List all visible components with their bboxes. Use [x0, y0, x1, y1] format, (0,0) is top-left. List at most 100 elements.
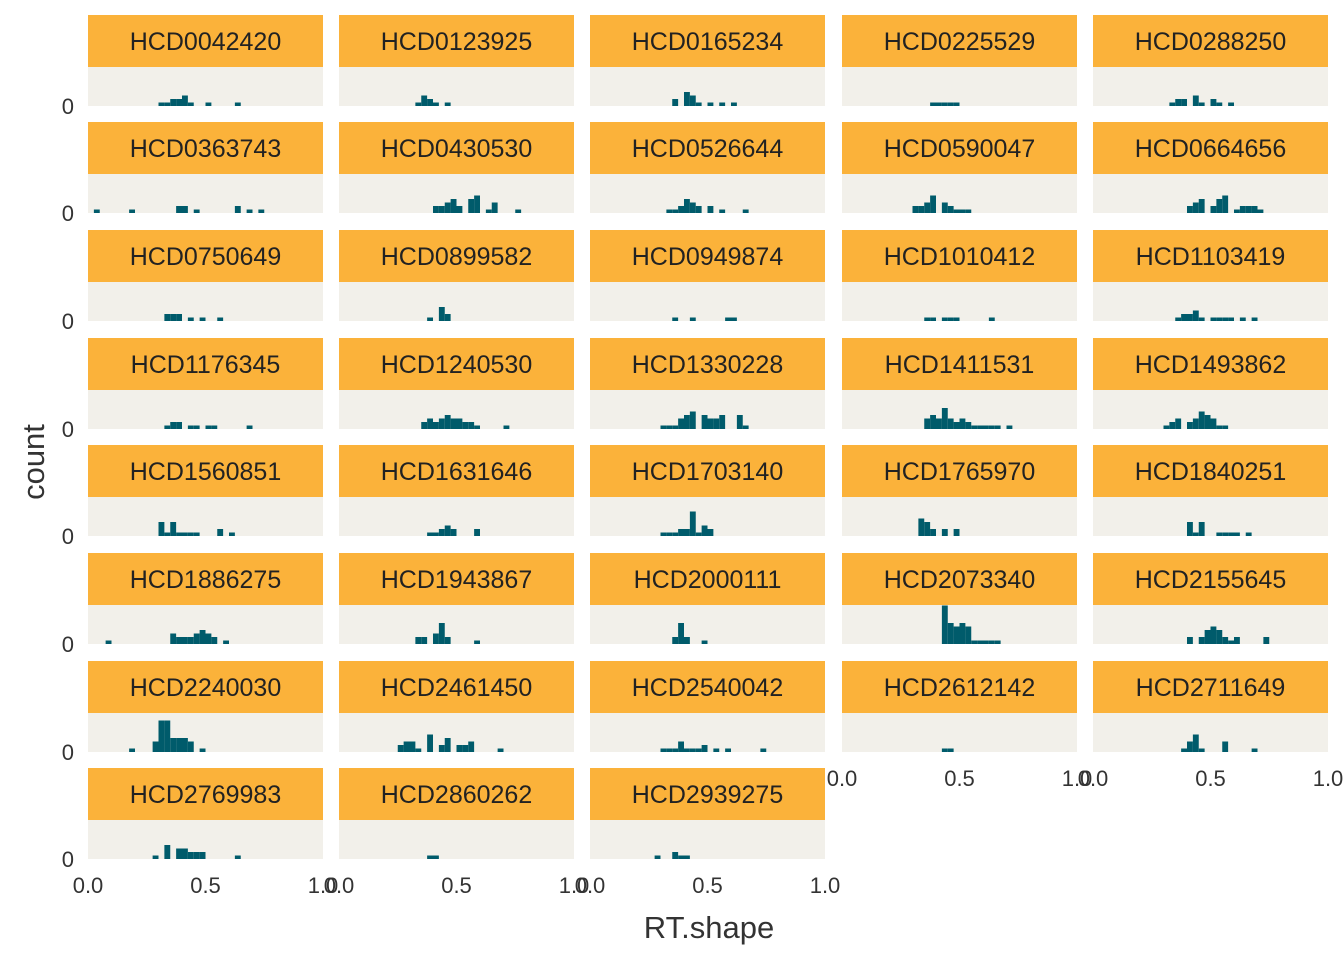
histogram-bar — [953, 626, 960, 644]
facet-panel: HCD1240530 — [339, 338, 574, 429]
histogram-bar — [1163, 425, 1170, 429]
facet-strip — [339, 15, 574, 67]
histogram-bar — [1181, 748, 1187, 752]
histogram-bar — [444, 202, 451, 213]
facet-strip — [842, 445, 1077, 497]
histogram-bar — [1198, 102, 1205, 106]
histogram-bar — [182, 848, 188, 859]
histogram-bar — [234, 102, 241, 106]
histogram-bar — [959, 418, 966, 429]
facet-label: HCD1560851 — [130, 458, 282, 486]
histogram-bar — [444, 415, 451, 429]
histogram-bar — [672, 748, 679, 752]
histogram-bar — [1006, 425, 1013, 429]
histogram-bar — [438, 206, 445, 213]
facet-panel: HCD0430530 — [339, 122, 574, 213]
histogram-bar — [187, 852, 194, 859]
histogram-bar — [234, 206, 241, 213]
histogram-bar — [672, 425, 679, 429]
histogram-bar — [152, 741, 159, 752]
histogram-bar — [1216, 425, 1223, 429]
facet-label: HCD2240030 — [130, 674, 282, 702]
facet-label: HCD1765970 — [884, 458, 1036, 486]
histogram-bar — [433, 855, 439, 859]
histogram-bar — [182, 637, 188, 644]
facet-label: HCD2000111 — [634, 566, 782, 594]
histogram-bar — [170, 314, 177, 321]
histogram-bar — [187, 317, 194, 321]
facet-panel: HCD0899582 — [339, 230, 574, 321]
facet-strip — [339, 768, 574, 820]
histogram-bar — [994, 640, 1001, 644]
histogram-bar — [1192, 202, 1199, 213]
facet-panel: HCD2540042 — [590, 661, 825, 752]
plot-area — [842, 174, 1077, 213]
histogram-bar — [689, 95, 696, 106]
histogram-bar — [742, 209, 749, 213]
facet-label: HCD1411531 — [885, 351, 1035, 379]
facet-panel: HCD1411531 — [842, 338, 1077, 429]
histogram-bar — [736, 415, 743, 429]
histogram-bar — [760, 748, 767, 752]
facet-panel: HCD2769983 00.0 0.5 1.0 — [62, 768, 338, 898]
histogram-bar — [666, 209, 673, 213]
histogram-bar — [427, 532, 433, 536]
histogram-bar — [684, 199, 690, 213]
facet-panel: HCD1103419 — [1093, 230, 1328, 321]
histogram-bar — [217, 317, 224, 321]
histogram-bar — [1192, 418, 1199, 429]
histogram-bar — [485, 209, 492, 213]
histogram-bar — [941, 529, 948, 536]
plot-area — [339, 820, 574, 859]
facet-label: HCD1943867 — [381, 566, 533, 594]
histogram-bar — [1192, 532, 1199, 536]
histogram-bar — [456, 206, 463, 213]
histogram-bar — [672, 637, 679, 644]
facet-strip — [842, 230, 1077, 282]
facet-label: HCD0430530 — [381, 135, 533, 163]
plot-area — [339, 67, 574, 106]
histogram-bar — [1251, 748, 1258, 752]
histogram-bar — [953, 422, 960, 429]
histogram-bar — [1187, 637, 1193, 644]
histogram-bar — [193, 425, 200, 429]
histogram-bar — [936, 102, 942, 106]
plot-area — [1093, 497, 1328, 536]
histogram-bar — [187, 637, 194, 644]
histogram-bar — [660, 748, 667, 752]
histogram-bar — [689, 748, 696, 752]
histogram-bar — [474, 640, 480, 644]
histogram-bar — [678, 529, 684, 536]
histogram-bar — [1239, 206, 1246, 213]
histogram-bar — [953, 529, 960, 536]
x-tick-label: 0.5 — [692, 873, 723, 898]
histogram-bar — [193, 209, 200, 213]
histogram-bar — [497, 748, 504, 752]
facet-strip — [842, 15, 1077, 67]
facet-label: HCD0899582 — [381, 243, 533, 271]
facet-strip — [88, 15, 323, 67]
histogram-bar — [1169, 102, 1176, 106]
histogram-bar — [953, 317, 960, 321]
histogram-bar — [474, 195, 480, 213]
histogram-bar — [415, 637, 422, 644]
histogram-bar — [936, 418, 942, 429]
histogram-bar — [456, 418, 463, 429]
facet-label: HCD0225529 — [884, 28, 1036, 56]
y-tick-label: 0 — [62, 309, 74, 334]
facet-label: HCD0363743 — [130, 135, 282, 163]
facet-label: HCD2939275 — [632, 781, 784, 809]
histogram-bar — [182, 738, 188, 752]
y-axis-title: count — [16, 424, 51, 500]
facet-strip — [339, 338, 574, 390]
facet-strip — [1093, 338, 1328, 390]
facet-label: HCD1631646 — [381, 458, 533, 486]
histogram-bar — [199, 630, 206, 644]
histogram-bar — [1222, 425, 1229, 429]
plot-area — [88, 390, 323, 429]
facet-label: HCD0165234 — [632, 28, 784, 56]
histogram-bar — [930, 415, 936, 429]
facet-panel: HCD2711649 0.0 0.5 1.0 — [1078, 661, 1343, 791]
histogram-bar — [164, 845, 171, 859]
